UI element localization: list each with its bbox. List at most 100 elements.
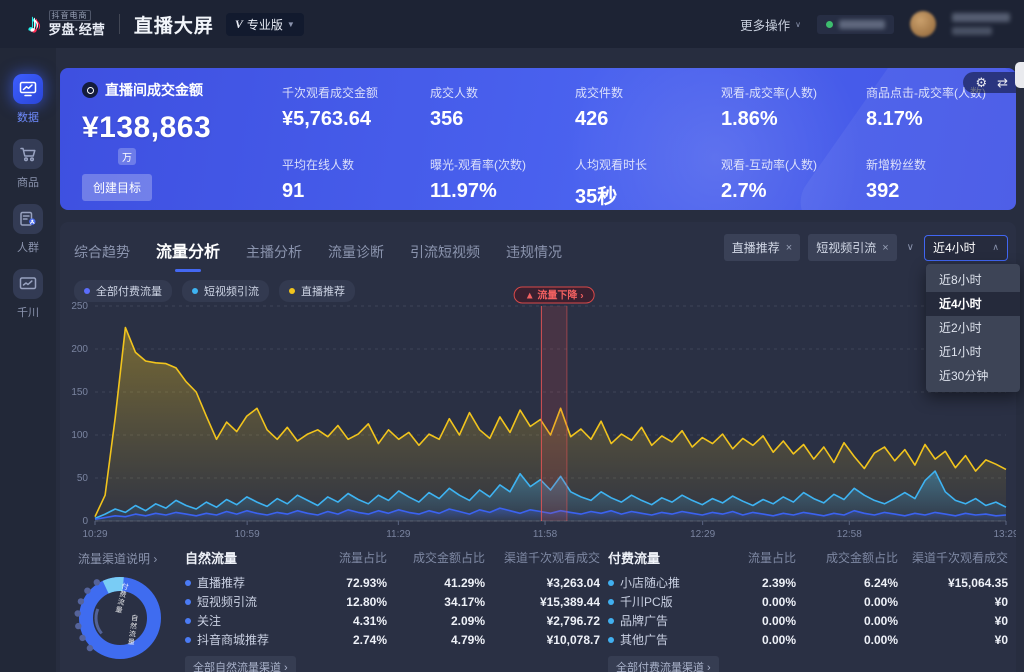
dropdown-option-1h[interactable]: 近1小时 (939, 345, 982, 359)
metric-value: 8.17% (866, 108, 923, 130)
table-header: 自然流量 流量占比 成交金额占比 渠道千次观看成交 (185, 551, 600, 566)
table-header: 付费流量 流量占比 成交金额占比 渠道千次观看成交 (608, 551, 1008, 566)
metric-label: 新增粉丝数 (866, 158, 927, 172)
sidebar-item-goods[interactable]: 商品 (13, 139, 43, 190)
tab-traffic-analysis[interactable]: 流量分析 (156, 238, 220, 264)
sidebar-item-qianchuan[interactable]: 千川 (13, 269, 43, 320)
time-range-select[interactable]: 近4小时 ∧ (924, 234, 1008, 261)
version-v-icon: V (234, 16, 243, 31)
table-row: 抖音商城推荐 2.74% 4.79% ¥10,078.7 (185, 630, 600, 649)
sidebar: 数据 商品 人群 千川 (0, 48, 56, 672)
metric-label: 成交件数 (575, 86, 624, 100)
swap-icon[interactable]: ⇄ (997, 75, 1008, 90)
svg-text:0: 0 (82, 516, 88, 527)
create-goal-button[interactable]: 创建目标 (82, 174, 153, 201)
remove-icon[interactable]: × (785, 241, 793, 254)
sidebar-item-label: 数据 (17, 112, 39, 124)
table-row: 千川PC版 0.00% 0.00% ¥0 (608, 592, 1008, 611)
all-natural-channels-link[interactable]: 全部自然流量渠道 › (185, 656, 296, 672)
table-row: 其他广告 0.00% 0.00% ¥0 (608, 630, 1008, 649)
docked-widget[interactable] (1015, 62, 1024, 88)
brand-block: 抖音电商 罗盘·经营 (48, 9, 105, 38)
metric-value: 91 (282, 180, 305, 202)
table-row: 短视频引流 12.80% 34.17% ¥15,389.44 (185, 592, 600, 611)
table-row: 直播推荐 72.93% 41.29% ¥3,263.04 (185, 573, 600, 592)
svg-text:10:29: 10:29 (82, 529, 107, 538)
primary-kpi-label: 直播间成交金额 (105, 82, 203, 98)
version-label: 专业版 (246, 17, 283, 32)
chevron-down-icon: ∨ (795, 19, 801, 29)
primary-kpi-value: ¥138,863 (82, 111, 212, 144)
tab-traffic-diagnosis[interactable]: 流量诊断 (328, 244, 385, 260)
live-status-badge[interactable] (817, 14, 894, 34)
legend-item[interactable]: 全部付费流量 (74, 280, 172, 302)
dropdown-option-2h[interactable]: 近2小时 (939, 321, 982, 335)
table-row: 小店随心推 2.39% 6.24% ¥15,064.35 (608, 573, 1008, 592)
brand-small-label: 抖音电商 (48, 9, 91, 22)
channel-breakdown-section: 流量渠道说明 › 付费流量 自然流量 自然流量 流量占比 成交金额占比 (60, 544, 1016, 672)
sidebar-item-label: 人群 (17, 242, 39, 254)
svg-text:11:29: 11:29 (386, 529, 411, 538)
metric-label: 平均在线人数 (282, 158, 355, 172)
metric-value: 356 (430, 108, 464, 130)
time-range-value: 近4小时 (933, 241, 976, 255)
tab-short-video[interactable]: 引流短视频 (410, 244, 481, 260)
metric-label: 人均观看时长 (575, 158, 648, 172)
tab-host-analysis[interactable]: 主播分析 (246, 244, 303, 260)
metric-label: 观看-互动率(人数) (721, 158, 817, 172)
kpi-metrics-grid: 千次观看成交金额 ¥5,763.64 成交人数 356 成交件数 426 观看-成交率… (282, 84, 1002, 209)
svg-text:50: 50 (77, 473, 89, 484)
remove-icon[interactable]: × (882, 241, 889, 254)
chevron-down-icon[interactable]: ∨ (906, 242, 914, 253)
table-row: 关注 4.31% 2.09% ¥2,796.72 (185, 611, 600, 630)
filter-chip-short-video[interactable]: 短视频引流 × (808, 234, 897, 261)
chart-legend: 全部付费流量 短视频引流 直播推荐 (74, 280, 355, 302)
tab-violations[interactable]: 违规情况 (506, 244, 563, 260)
chevron-down-icon: ▼ (286, 19, 295, 29)
metric-value: 11.97% (430, 180, 497, 202)
avatar[interactable] (910, 11, 936, 37)
account-name-redacted (952, 13, 1010, 35)
legend-label: 直播推荐 (301, 286, 345, 298)
metric-value: ¥5,763.64 (282, 108, 371, 130)
more-actions-menu[interactable]: 更多操作 ∨ (740, 15, 801, 34)
paid-traffic-table: 付费流量 流量占比 成交金额占比 渠道千次观看成交 小店随心推 2.39% 6.24… (608, 548, 1008, 672)
dropdown-option-8h[interactable]: 近8小时 (939, 273, 982, 287)
filter-bar: 直播推荐 × 短视频引流 × ∨ 近4小时 ∧ (723, 234, 1008, 261)
table-row: 品牌广告 0.00% 0.00% ¥0 (608, 611, 1008, 630)
qianchuan-icon (13, 269, 43, 299)
metric-value: 392 (866, 180, 900, 202)
header-divider (118, 14, 120, 34)
tab-overall-trend[interactable]: 综合趋势 (74, 244, 130, 260)
all-paid-channels-link[interactable]: 全部付费流量渠道 › (608, 656, 719, 672)
svg-text:▲ 流量下降 ›: ▲ 流量下降 › (525, 289, 584, 302)
dropdown-option-30m[interactable]: 近30分钟 (939, 369, 989, 383)
metric-label: 千次观看成交金额 (282, 86, 379, 100)
svg-text:12:29: 12:29 (690, 529, 715, 538)
legend-label: 短视频引流 (204, 286, 259, 298)
data-chart-icon (13, 74, 43, 104)
sidebar-item-data[interactable]: 数据 (13, 74, 43, 125)
sidebar-item-audience[interactable]: 人群 (13, 204, 43, 255)
svg-text:12:58: 12:58 (837, 529, 862, 538)
svg-text:10:59: 10:59 (235, 529, 260, 538)
filter-chip-live-recommend[interactable]: 直播推荐 × (723, 234, 801, 261)
metric-label: 曝光-观看率(次数) (430, 158, 526, 172)
dropdown-option-4h[interactable]: 近4小时 (926, 292, 1020, 316)
redacted-text (839, 19, 885, 29)
traffic-donut-chart: 付费流量 自然流量 (72, 570, 168, 666)
legend-item[interactable]: 短视频引流 (182, 280, 269, 302)
time-range-dropdown: 近8小时 近4小时 近2小时 近1小时 近30分钟 (926, 264, 1020, 392)
version-badge[interactable]: V 专业版 ▼ (225, 12, 304, 36)
brand-name: 罗盘·经营 (48, 22, 105, 38)
cart-icon (13, 139, 43, 169)
chip-label: 直播推荐 (731, 241, 780, 255)
gear-icon[interactable]: ⚙ (975, 75, 988, 90)
channel-note-link[interactable]: 流量渠道说明 › (78, 552, 158, 566)
chevron-up-icon: ∧ (992, 242, 999, 252)
primary-kpi: 直播间成交金额 ¥138,863 万 创建目标 (82, 80, 211, 201)
legend-item[interactable]: 直播推荐 (279, 280, 355, 302)
chip-label: 短视频引流 (816, 241, 877, 255)
kpi-toolbar: ⚙ ⇄ (963, 72, 1016, 93)
sidebar-item-label: 商品 (17, 177, 39, 189)
